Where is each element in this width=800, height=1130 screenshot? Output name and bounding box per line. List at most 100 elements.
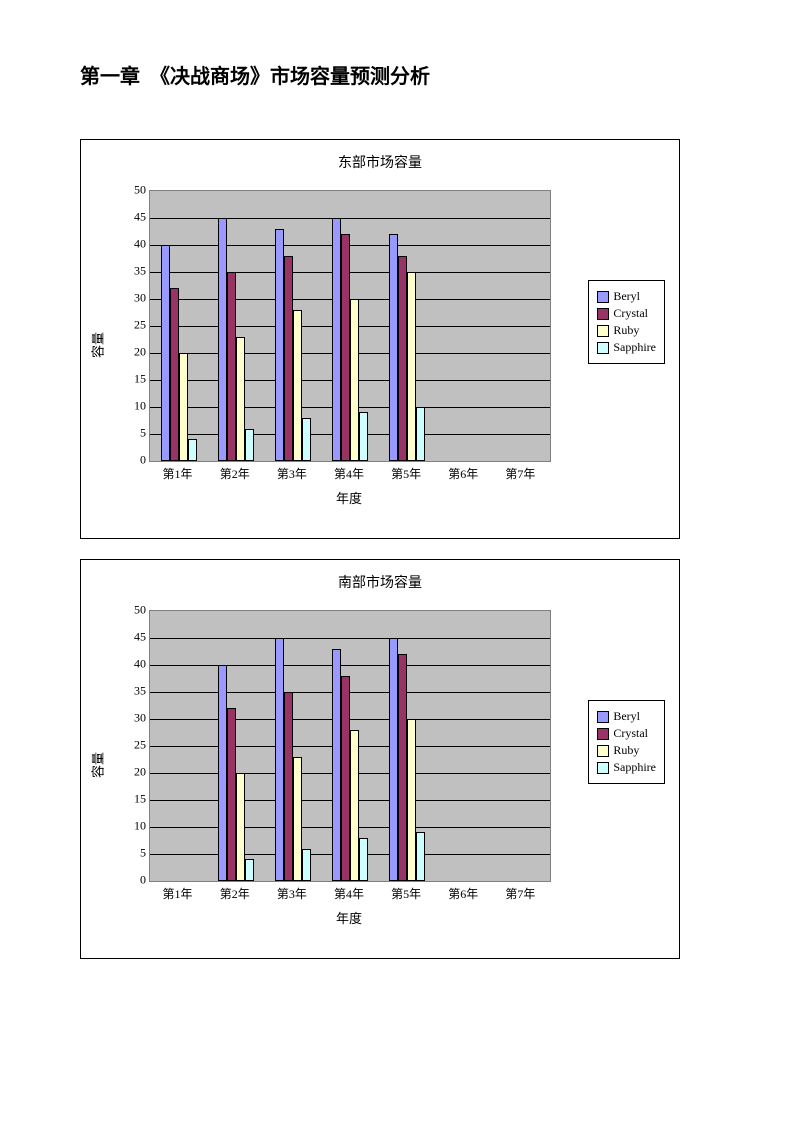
- bar: [218, 665, 227, 881]
- bar: [245, 859, 254, 881]
- bar: [236, 773, 245, 881]
- y-tick: 15: [124, 792, 146, 807]
- y-tick: 0: [124, 453, 146, 468]
- legend-swatch: [597, 308, 609, 320]
- y-tick: 20: [124, 765, 146, 780]
- chart-title: 南部市场容量: [89, 568, 671, 600]
- y-tick: 5: [124, 846, 146, 861]
- bar: [332, 218, 341, 461]
- bar: [170, 288, 179, 461]
- bar: [359, 412, 368, 461]
- y-tick: 45: [124, 210, 146, 225]
- x-tick: 第7年: [505, 885, 535, 902]
- bar: [188, 439, 197, 461]
- legend-label: Ruby: [613, 743, 639, 758]
- grid-line: [150, 638, 550, 639]
- page: 第一章 《决战商场》市场容量预测分析 东部市场容量容量 0 5 10 15 20 25 30 3…: [0, 0, 800, 1019]
- bar: [227, 708, 236, 881]
- x-tick: 第6年: [448, 885, 478, 902]
- chart-title: 东部市场容量: [89, 148, 671, 180]
- bar: [302, 849, 311, 881]
- page-heading: 第一章 《决战商场》市场容量预测分析: [80, 60, 720, 89]
- y-tick: 30: [124, 291, 146, 306]
- legend-item: Crystal: [597, 306, 656, 321]
- bar: [161, 245, 170, 461]
- legend-swatch: [597, 325, 609, 337]
- legend-item: Beryl: [597, 709, 656, 724]
- legend-item: Sapphire: [597, 760, 656, 775]
- bar: [332, 649, 341, 881]
- bar: [302, 418, 311, 461]
- grid-line: [150, 665, 550, 666]
- plot-area: [149, 190, 551, 462]
- y-tick: 5: [124, 426, 146, 441]
- bar: [218, 218, 227, 461]
- legend-label: Crystal: [613, 726, 648, 741]
- legend-swatch: [597, 711, 609, 723]
- bar: [179, 353, 188, 461]
- chart-body: 容量05101520253035404550第1年第2年第3年第4年第5年第6年…: [89, 600, 671, 930]
- bar: [389, 234, 398, 461]
- bar: [245, 429, 254, 461]
- legend-label: Beryl: [613, 289, 640, 304]
- grid-line: [150, 272, 550, 273]
- plot-area: [149, 610, 551, 882]
- x-tick: 第6年: [448, 465, 478, 482]
- legend-label: Crystal: [613, 306, 648, 321]
- bar: [389, 638, 398, 881]
- legend-item: Ruby: [597, 743, 656, 758]
- x-tick: 第4年: [334, 465, 364, 482]
- y-tick: 35: [124, 684, 146, 699]
- y-tick: 50: [124, 603, 146, 618]
- y-tick: 50: [124, 183, 146, 198]
- x-tick: 第7年: [505, 465, 535, 482]
- bar: [398, 654, 407, 881]
- y-tick: 40: [124, 237, 146, 252]
- legend-label: Ruby: [613, 323, 639, 338]
- y-tick: 35: [124, 264, 146, 279]
- bar: [284, 692, 293, 881]
- y-tick: 40: [124, 657, 146, 672]
- legend-label: Sapphire: [613, 340, 656, 355]
- x-tick: 第2年: [220, 465, 250, 482]
- chart-body: 容量05101520253035404550第1年第2年第3年第4年第5年第6年…: [89, 180, 671, 510]
- legend-item: Ruby: [597, 323, 656, 338]
- bar: [350, 299, 359, 461]
- bar: [227, 272, 236, 461]
- bar: [416, 832, 425, 881]
- y-tick: 10: [124, 819, 146, 834]
- grid-line: [150, 692, 550, 693]
- y-tick: 0: [124, 873, 146, 888]
- bar: [275, 638, 284, 881]
- y-tick: 15: [124, 372, 146, 387]
- legend-item: Beryl: [597, 289, 656, 304]
- legend-swatch: [597, 745, 609, 757]
- grid-line: [150, 218, 550, 219]
- bar: [284, 256, 293, 461]
- x-tick: 第1年: [163, 465, 193, 482]
- bar: [350, 730, 359, 881]
- y-tick: 45: [124, 630, 146, 645]
- bar: [416, 407, 425, 461]
- bar: [293, 310, 302, 461]
- bar: [359, 838, 368, 881]
- x-tick: 第5年: [391, 465, 421, 482]
- x-axis-label: 年度: [149, 488, 549, 507]
- legend-label: Beryl: [613, 709, 640, 724]
- chart-box-0: 东部市场容量容量05101520253035404550第1年第2年第3年第4年…: [80, 139, 680, 539]
- x-axis-label: 年度: [149, 908, 549, 927]
- legend-swatch: [597, 342, 609, 354]
- bar: [407, 719, 416, 881]
- y-tick: 10: [124, 399, 146, 414]
- legend-swatch: [597, 728, 609, 740]
- y-axis-label: 容量: [88, 752, 107, 778]
- y-tick: 20: [124, 345, 146, 360]
- x-tick: 第5年: [391, 885, 421, 902]
- bar: [293, 757, 302, 881]
- bar: [275, 229, 284, 461]
- y-tick: 25: [124, 738, 146, 753]
- legend-swatch: [597, 291, 609, 303]
- legend-swatch: [597, 762, 609, 774]
- y-tick: 30: [124, 711, 146, 726]
- x-tick: 第2年: [220, 885, 250, 902]
